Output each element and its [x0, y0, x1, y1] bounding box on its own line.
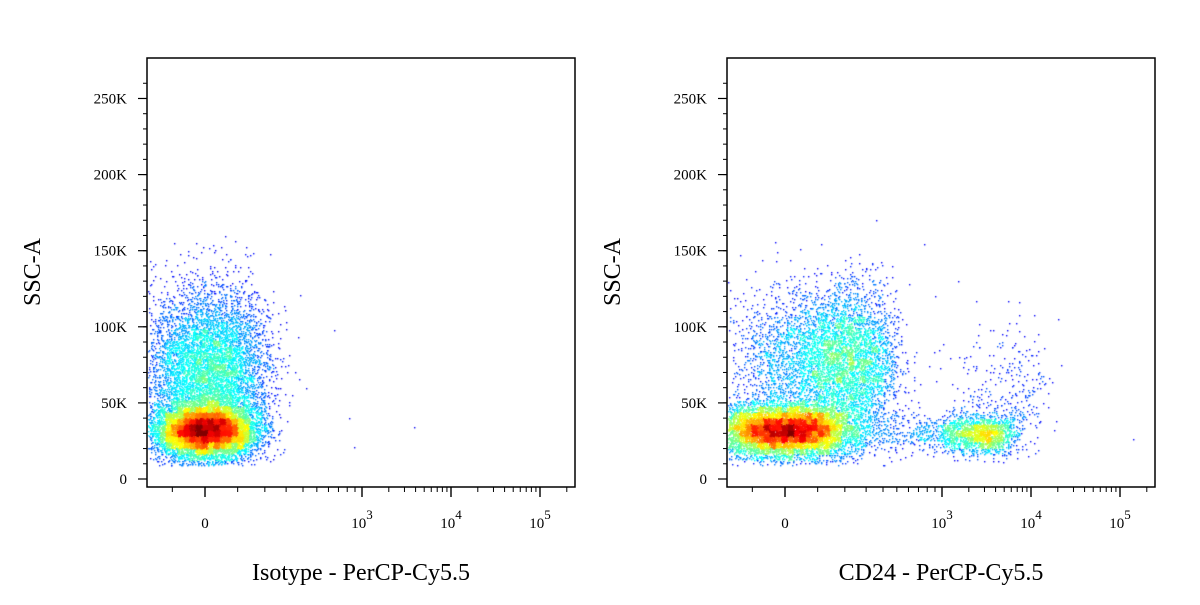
- y-tick-label: 250K: [674, 91, 708, 107]
- x-tick-label: 0: [781, 516, 789, 532]
- x-axis-cd24: 0 103 104 105: [751, 487, 1148, 532]
- y-tick-label: 200K: [94, 168, 128, 184]
- y-tick-label: 0: [700, 472, 708, 488]
- y-tick-label: 150K: [94, 244, 128, 260]
- plot-panel-cd24: 0 50K 100K 150K 200K 250K 0 103 104 105 SSC-A CD…: [600, 57, 1156, 586]
- y-tick-label: 150K: [674, 244, 708, 260]
- y-tick-label: 50K: [681, 396, 707, 412]
- x-tick-label: 105: [1109, 507, 1131, 532]
- density-dots-isotype: [147, 58, 575, 487]
- x-tick-label: 0: [201, 516, 209, 532]
- y-tick-label: 250K: [94, 91, 128, 107]
- x-tick-label: 103: [351, 507, 373, 532]
- x-tick-label: 105: [529, 507, 551, 532]
- x-tick-label: 104: [1020, 507, 1042, 532]
- y-tick-label: 200K: [674, 168, 708, 184]
- x-tick-label: 103: [931, 507, 953, 532]
- y-axis-label-isotype: SSC-A: [20, 237, 46, 306]
- y-tick-label: 50K: [101, 396, 127, 412]
- x-tick-label: 104: [440, 507, 462, 532]
- y-axis-cd24: 0 50K 100K 150K 200K 250K: [674, 82, 727, 488]
- y-axis-isotype: 0 50K 100K 150K 200K 250K: [94, 82, 147, 488]
- plot-frame-isotype: [146, 57, 576, 488]
- x-axis-label-cd24: CD24 - PerCP-Cy5.5: [839, 560, 1044, 586]
- y-axis-label-cd24: SSC-A: [600, 237, 626, 306]
- y-tick-label: 100K: [94, 320, 128, 336]
- x-axis-label-isotype: Isotype - PerCP-Cy5.5: [252, 560, 470, 586]
- y-tick-label: 100K: [674, 320, 708, 336]
- plot-frame-cd24: [726, 57, 1156, 488]
- x-axis-isotype: 0 103 104 105: [171, 487, 568, 532]
- plot-panel-isotype: 0 50K 100K 150K 200K 250K 0 103 104 105 SSC-A Is…: [20, 57, 576, 586]
- y-tick-label: 0: [120, 472, 128, 488]
- density-dots-cd24: [727, 58, 1155, 487]
